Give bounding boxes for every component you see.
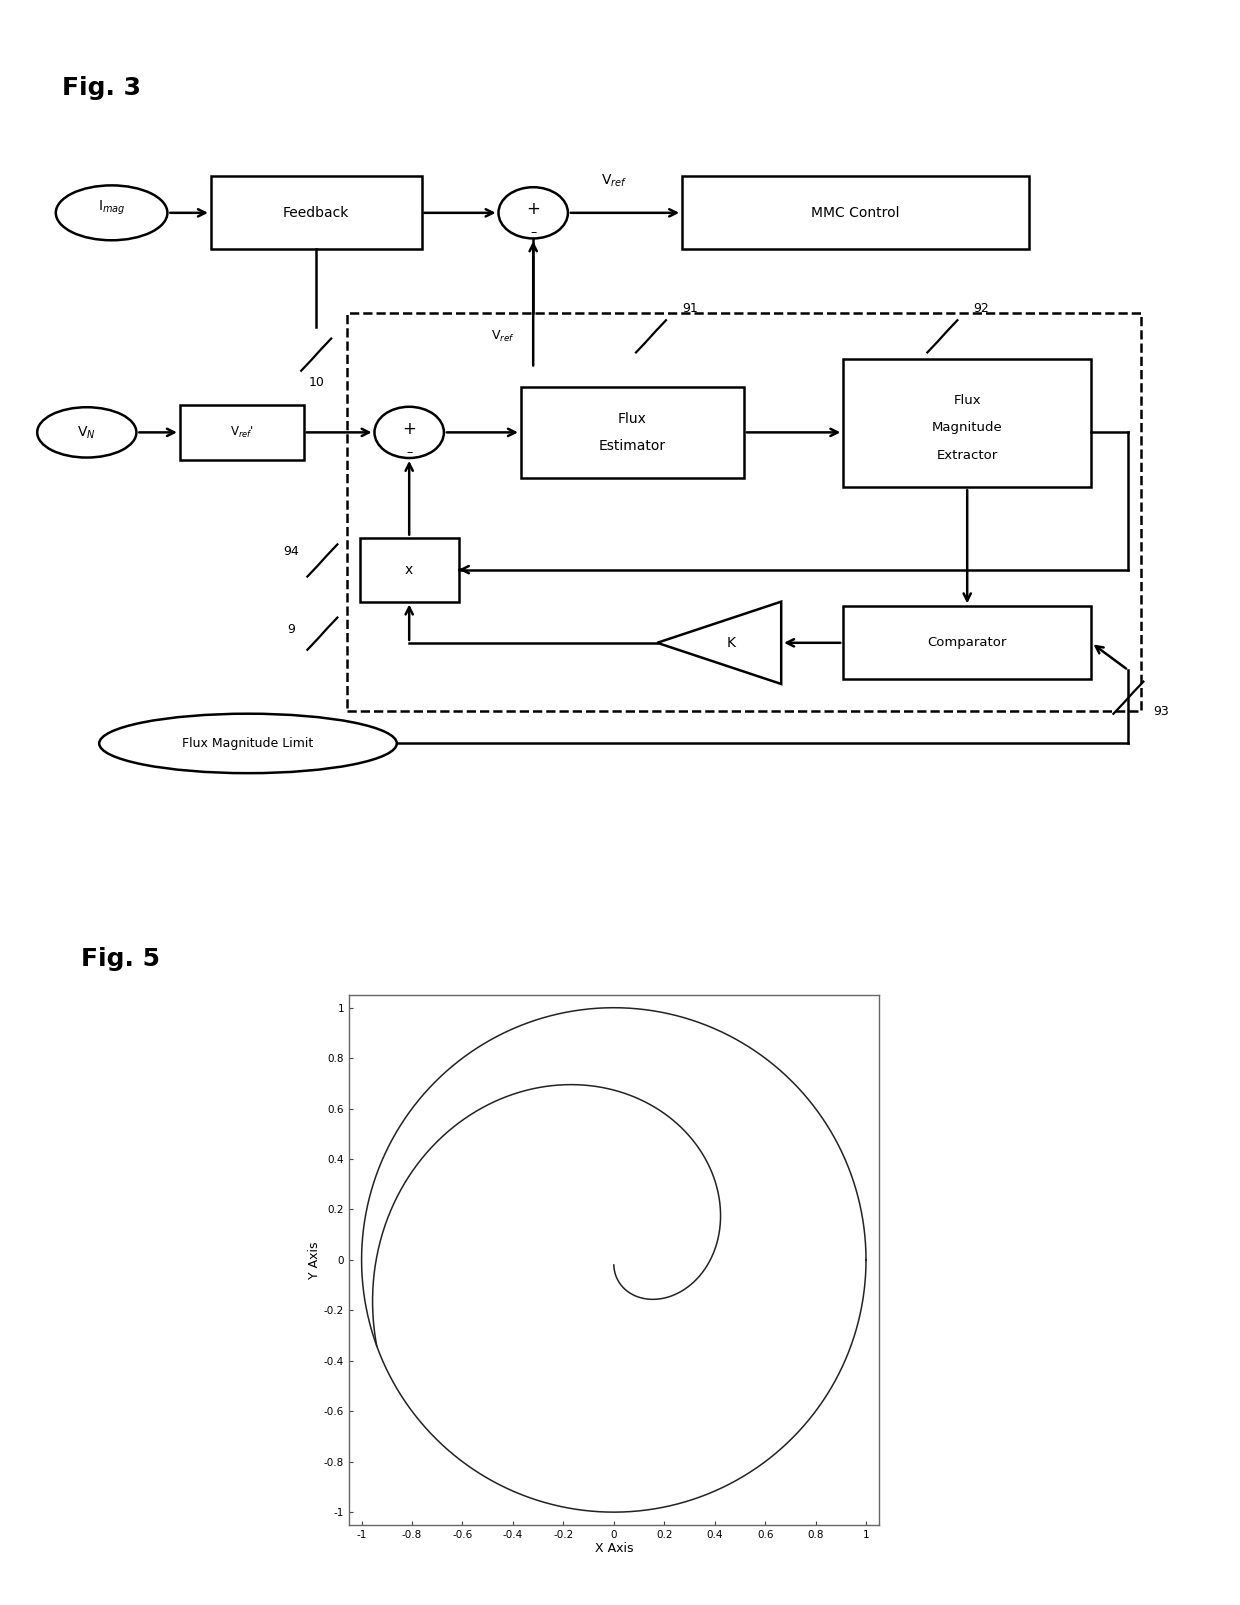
Text: Fig. 3: Fig. 3 [62, 75, 141, 100]
Text: V$_{ref}$: V$_{ref}$ [600, 173, 627, 189]
Text: Flux: Flux [618, 411, 647, 425]
FancyBboxPatch shape [180, 404, 304, 459]
Text: V$_{ref}$': V$_{ref}$' [229, 425, 254, 440]
Circle shape [498, 188, 568, 239]
Ellipse shape [99, 714, 397, 774]
FancyBboxPatch shape [211, 177, 422, 249]
Text: +: + [402, 421, 417, 438]
Text: +: + [526, 201, 541, 218]
Text: V$_{N}$: V$_{N}$ [77, 424, 97, 441]
Text: 92: 92 [973, 302, 990, 315]
Text: 94: 94 [284, 544, 299, 559]
X-axis label: X Axis: X Axis [594, 1542, 634, 1555]
Text: Extractor: Extractor [936, 449, 998, 462]
Text: 93: 93 [1153, 705, 1169, 717]
Text: I$_{mag}$: I$_{mag}$ [98, 199, 125, 217]
Text: 10: 10 [309, 376, 324, 388]
Text: x: x [405, 563, 413, 576]
Circle shape [374, 406, 444, 457]
Text: V$_{ref}$: V$_{ref}$ [491, 329, 515, 343]
Text: Estimator: Estimator [599, 440, 666, 453]
Text: –: – [529, 226, 537, 239]
Text: Magnitude: Magnitude [931, 422, 1003, 435]
Text: Flux Magnitude Limit: Flux Magnitude Limit [182, 737, 314, 750]
Text: Comparator: Comparator [928, 636, 1007, 650]
Polygon shape [657, 602, 781, 684]
FancyBboxPatch shape [521, 387, 744, 478]
Ellipse shape [56, 186, 167, 241]
Y-axis label: Y Axis: Y Axis [308, 1241, 321, 1279]
Text: 9: 9 [288, 623, 295, 636]
Text: Fig. 5: Fig. 5 [81, 947, 160, 971]
Text: MMC Control: MMC Control [811, 205, 900, 220]
Text: K: K [727, 636, 737, 650]
Text: 91: 91 [682, 302, 698, 315]
Text: Feedback: Feedback [283, 205, 350, 220]
FancyBboxPatch shape [360, 538, 459, 602]
Ellipse shape [37, 408, 136, 457]
FancyBboxPatch shape [843, 360, 1091, 488]
Text: –: – [405, 446, 413, 459]
FancyBboxPatch shape [682, 177, 1029, 249]
FancyBboxPatch shape [843, 607, 1091, 679]
Text: Flux: Flux [954, 393, 981, 406]
